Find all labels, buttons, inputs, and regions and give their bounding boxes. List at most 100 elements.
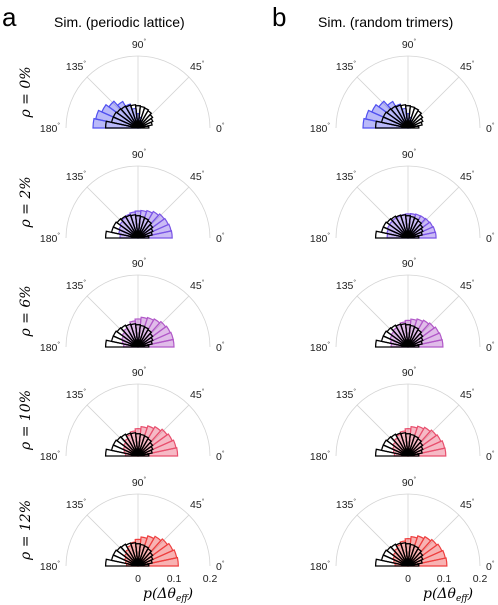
angle-label-180: 180°: [40, 449, 61, 463]
angle-label-45: 45°: [190, 169, 205, 183]
angle-label-135: 135°: [336, 59, 357, 73]
polar-plot-b-3: 180° 135° 90° 45° 0°: [310, 365, 495, 463]
reference-bin: [104, 230, 139, 239]
polar-plot-b-2: 180° 135° 90° 45° 0°: [310, 256, 495, 354]
panel-title-b: Sim. (random trimers): [318, 14, 453, 30]
hist-bin: [404, 538, 412, 567]
angle-label-0: 0°: [216, 121, 225, 135]
angle-label-135: 135°: [336, 278, 357, 292]
angle-label-135: 135°: [66, 59, 87, 73]
angle-label-180: 180°: [310, 559, 331, 573]
reference-bin: [104, 120, 139, 129]
x-axis-label-b-main: p(Δθ: [423, 586, 457, 602]
polar-plot-a-1: 180° 135° 90° 45° 0°: [40, 147, 225, 245]
x-axis-label-a-main: p(Δθ: [143, 586, 177, 602]
hist-bin: [404, 319, 412, 348]
hist-bin: [134, 538, 142, 567]
angle-label-0: 0°: [486, 449, 495, 463]
angle-label-90: 90°: [402, 37, 417, 51]
angle-label-90: 90°: [132, 475, 147, 489]
angle-label-45: 45°: [190, 278, 205, 292]
x-axis-label-a: p(Δθeff): [143, 586, 193, 604]
hist-bin: [137, 320, 167, 348]
reference-bin: [374, 339, 409, 348]
angle-label-0: 0°: [486, 340, 495, 354]
hist-bin: [134, 318, 142, 348]
angle-label-45: 45°: [460, 169, 475, 183]
hist-bin: [407, 426, 432, 457]
angle-label-135: 135°: [66, 278, 87, 292]
x-axis-label-b: p(Δθeff): [423, 586, 473, 604]
angle-label-90: 90°: [402, 256, 417, 270]
polar-plot-a-4: 180° 135° 90° 45° 0° 0 0.1 0.2: [40, 475, 225, 585]
radial-tick-0.1: 0.1: [437, 573, 452, 585]
angle-label-180: 180°: [310, 340, 331, 354]
radial-tick-0.2: 0.2: [203, 573, 218, 585]
x-axis-label-b-sub: eff: [456, 594, 469, 604]
angle-label-90: 90°: [402, 147, 417, 161]
polar-plots: ρ = 0% 180° 135° 90° 45° 0° 180° 135° 90° 45° 0° ρ …: [18, 37, 495, 585]
polar-plot-b-0: 180° 135° 90° 45° 0°: [310, 37, 495, 135]
angle-label-135: 135°: [66, 497, 87, 511]
angle-label-90: 90°: [132, 37, 147, 51]
angle-label-135: 135°: [336, 497, 357, 511]
angle-label-0: 0°: [216, 340, 225, 354]
angle-label-45: 45°: [460, 387, 475, 401]
radial-tick-0.2: 0.2: [473, 573, 488, 585]
angle-label-135: 135°: [336, 387, 357, 401]
angle-label-45: 45°: [460, 497, 475, 511]
hist-bin: [407, 535, 432, 567]
angle-label-45: 45°: [460, 278, 475, 292]
hist-bin: [137, 535, 162, 567]
angle-label-135: 135°: [66, 387, 87, 401]
hist-bin: [137, 318, 161, 348]
angle-label-135: 135°: [66, 169, 87, 183]
hist-bin: [137, 425, 162, 457]
panel-letter-a: a: [2, 2, 17, 32]
angle-label-90: 90°: [402, 475, 417, 489]
rho-row-label: ρ = 12%: [18, 500, 34, 561]
angle-label-180: 180°: [40, 121, 61, 135]
rho-row-label: ρ = 2%: [18, 176, 34, 228]
angle-label-45: 45°: [190, 497, 205, 511]
angle-label-45: 45°: [190, 59, 205, 73]
panel-title-a: Sim. (periodic lattice): [54, 14, 185, 30]
x-axis-label-b-close: ): [467, 586, 473, 602]
rho-row-label: ρ = 0%: [18, 66, 34, 118]
hist-bin: [134, 210, 142, 239]
radial-tick-0.1: 0.1: [167, 573, 182, 585]
angle-label-180: 180°: [310, 449, 331, 463]
polar-plot-b-1: 180° 135° 90° 45° 0°: [310, 147, 495, 245]
angle-label-0: 0°: [486, 231, 495, 245]
hist-bin: [407, 538, 438, 567]
rho-row-label: ρ = 6%: [18, 285, 34, 337]
angle-label-0: 0°: [486, 559, 495, 573]
x-axis-label-a-close: ): [187, 586, 193, 602]
hist-bin: [134, 428, 142, 457]
hist-bin: [137, 428, 168, 457]
reference-bin: [374, 230, 409, 239]
polar-plot-a-2: 180° 135° 90° 45° 0°: [40, 256, 225, 354]
angle-label-180: 180°: [40, 231, 61, 245]
angle-label-45: 45°: [460, 59, 475, 73]
angle-label-45: 45°: [190, 387, 205, 401]
rho-row-label: ρ = 10%: [18, 390, 34, 451]
angle-label-180: 180°: [40, 559, 61, 573]
angle-label-180: 180°: [40, 340, 61, 354]
hist-bin: [137, 538, 169, 567]
panel-letter-b: b: [272, 2, 286, 32]
x-axis-label-a-sub: eff: [176, 594, 189, 604]
reference-bin: [374, 448, 409, 457]
polar-plot-a-3: 180° 135° 90° 45° 0°: [40, 365, 225, 463]
reference-bin: [104, 448, 139, 457]
angle-label-90: 90°: [132, 256, 147, 270]
angle-label-0: 0°: [216, 231, 225, 245]
angle-label-90: 90°: [402, 365, 417, 379]
radial-tick-0: 0: [135, 573, 141, 585]
reference-bin: [374, 120, 409, 129]
angle-label-0: 0°: [216, 449, 225, 463]
angle-label-180: 180°: [310, 231, 331, 245]
radial-tick-0: 0: [405, 573, 411, 585]
angle-label-135: 135°: [336, 169, 357, 183]
